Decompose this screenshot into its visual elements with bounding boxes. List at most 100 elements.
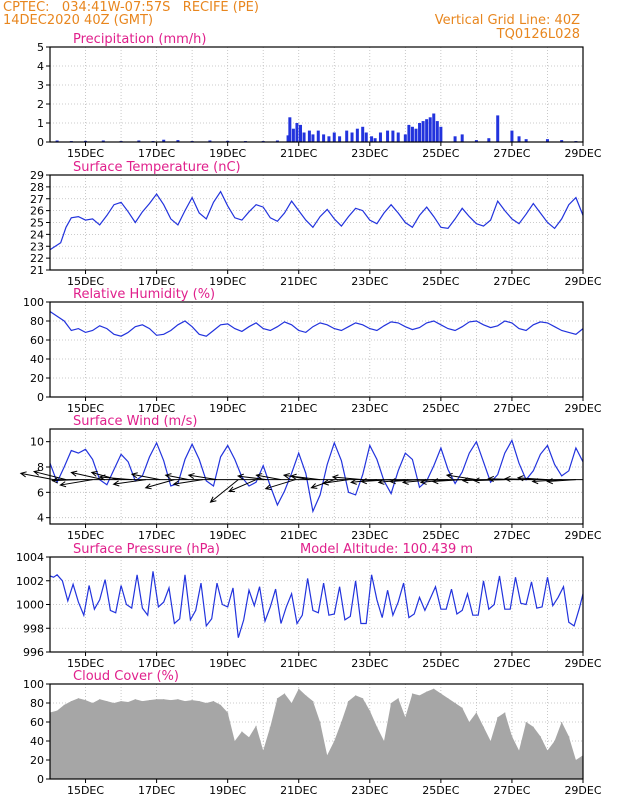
xtick-label: 25DEC (422, 147, 459, 160)
pressure-title: Surface Pressure (hPa) (73, 542, 220, 557)
precip-bar (345, 130, 349, 142)
wind-arrow (236, 473, 267, 481)
precip-bar (496, 115, 500, 142)
wind-arrow (172, 479, 203, 487)
xtick-label: 21DEC (280, 402, 317, 415)
precip-bar (517, 136, 521, 142)
wind-arrow (70, 470, 104, 481)
xtick-label: 19DEC (209, 784, 246, 797)
panel-humidity: 0 20 40 60 80 100 15DEC 17DEC 19DEC 21DEC 23DEC 25D… (23, 287, 602, 415)
header-line1: CPTEC: 034:41W-07:57S RECIFE (PE) (3, 0, 259, 15)
precip-bar (311, 134, 315, 142)
ytick-label: 996 (23, 646, 44, 659)
ytick-label: 8 (37, 461, 44, 474)
precip-bar (302, 132, 306, 142)
ytick-label: 29 (30, 169, 44, 182)
precip-bar (510, 130, 514, 142)
wind-arrow (431, 478, 463, 485)
ytick-label: 60 (30, 716, 44, 729)
wind-arrow (321, 479, 349, 486)
ytick-label: 0 (37, 136, 44, 149)
xtick-label: 23DEC (351, 529, 388, 542)
ytick-label: 24 (30, 228, 44, 241)
precip-bar (370, 136, 374, 142)
ytick-label: 0 (37, 773, 44, 786)
wind-arrow (209, 479, 239, 503)
xtick-label: 23DEC (351, 275, 388, 288)
ytick-label: 10 (30, 436, 44, 449)
precip-bar (291, 128, 295, 142)
ytick-label: 21 (30, 264, 44, 277)
xtick-label: 15DEC (67, 275, 104, 288)
grid-note: Vertical Grid Line: 40Z (434, 13, 580, 28)
precip-title: Precipitation (mm/h) (73, 32, 206, 47)
wind-line (49, 438, 584, 514)
precip-bar (332, 132, 336, 142)
ytick-label: 998 (23, 622, 44, 635)
xtick-label: 21DEC (280, 147, 317, 160)
xtick-label: 27DEC (493, 275, 530, 288)
wind-arrow (472, 477, 505, 484)
cloud-frame (49, 683, 584, 780)
xtick-label: 19DEC (209, 529, 246, 542)
humidity-frame (49, 301, 584, 398)
ytick-label: 40 (30, 735, 44, 748)
xtick-label: 27DEC (493, 657, 530, 670)
wind-arrow (59, 479, 93, 488)
precip-bar (338, 136, 342, 142)
precip-bar (288, 117, 292, 142)
ytick-label: 20 (30, 754, 44, 767)
wind-arrow (51, 477, 79, 484)
wind-arrow (164, 473, 189, 481)
precip-bar (407, 124, 411, 142)
xtick-label: 27DEC (493, 529, 530, 542)
wind-arrow (187, 472, 218, 481)
precip-bar (432, 113, 436, 142)
xtick-label: 29DEC (564, 275, 601, 288)
wind-title: Surface Wind (m/s) (73, 414, 197, 429)
panel-wind: 4 6 8 10 15DEC 17DEC 19DEC 21DEC 23DEC 25DEC 27DEC… (19, 414, 602, 542)
panel-precip: 0 1 2 3 4 5 15DEC 17DEC 19DEC 21DEC 23DEC 25DEC 27DE… (37, 32, 602, 160)
xtick-label: 27DEC (493, 784, 530, 797)
ytick-label: 1004 (16, 551, 44, 564)
xtick-label: 29DEC (564, 657, 601, 670)
wind-frame (49, 428, 584, 525)
wind-arrow (401, 478, 434, 485)
xtick-label: 15DEC (67, 784, 104, 797)
xtick-label: 27DEC (493, 147, 530, 160)
precip-bar (378, 132, 382, 142)
xtick-label: 25DEC (422, 529, 459, 542)
xtick-label: 23DEC (351, 657, 388, 670)
wind-arrow (503, 475, 534, 482)
xtick-label: 21DEC (280, 529, 317, 542)
wind-arrow (19, 471, 54, 481)
xtick-label: 19DEC (209, 147, 246, 160)
precip-bar (307, 130, 311, 142)
precip-frame (49, 46, 584, 143)
wind-arrow (130, 472, 161, 481)
cloud-area (50, 688, 583, 779)
precip-bar (474, 140, 478, 142)
xtick-label: 25DEC (422, 402, 459, 415)
precip-bar (460, 134, 464, 142)
xtick-label: 29DEC (564, 784, 601, 797)
wind-arrow (445, 472, 477, 481)
xtick-label: 21DEC (280, 784, 317, 797)
precip-bar (208, 140, 212, 142)
ytick-label: 80 (30, 697, 44, 710)
wind-arrow (144, 479, 175, 490)
precip-bar (560, 140, 564, 142)
wind-arrow (360, 478, 392, 485)
wind-arrow (264, 479, 296, 491)
ytick-label: 27 (30, 193, 44, 206)
xtick-label: 21DEC (280, 657, 317, 670)
cloud-title: Cloud Cover (%) (73, 669, 179, 684)
model-code: TQ0126L028 (496, 27, 580, 42)
ytick-label: 25 (30, 217, 44, 230)
xtick-label: 17DEC (138, 529, 175, 542)
xtick-label: 19DEC (209, 657, 246, 670)
xtick-label: 23DEC (351, 147, 388, 160)
precip-bar (410, 126, 414, 142)
